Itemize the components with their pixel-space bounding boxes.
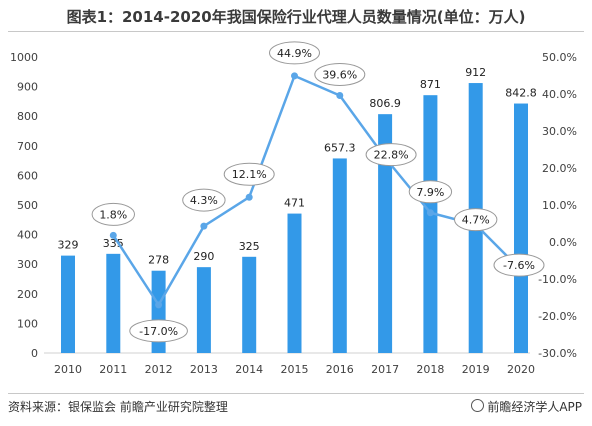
x-tick-label: 2019 [462, 363, 490, 376]
growth-point [155, 301, 163, 309]
y-right-tick-label: -20.0% [538, 310, 577, 323]
growth-label-bubble [365, 143, 417, 167]
growth-label-bubble [269, 41, 320, 65]
growth-label-bubble [91, 202, 136, 226]
bar-value-label: 842.8 [505, 87, 537, 100]
brand-label: 前瞻经济学人APP [471, 398, 582, 415]
title-divider [8, 31, 584, 32]
y-left-tick-label: 900 [17, 81, 38, 94]
x-tick-label: 2012 [145, 363, 173, 376]
growth-point [109, 231, 117, 239]
y-right-tick-label: 20.0% [542, 162, 577, 175]
x-tick-label: 2018 [416, 363, 444, 376]
growth-line [112, 74, 522, 308]
bar-value-label: 278 [148, 254, 169, 267]
bar [61, 255, 75, 353]
chart-title: 图表1：2014-2020年我国保险行业代理人员数量情况(单位：万人) [66, 8, 526, 26]
growth-value-label: -17.0% [139, 325, 178, 338]
bar-value-label: 806.9 [369, 97, 401, 110]
bar [514, 103, 528, 354]
y-right-tick-label: 40.0% [542, 88, 577, 101]
bar-value-label: 335 [103, 237, 124, 250]
bar [378, 114, 393, 354]
y-right-tick-label: -30.0% [538, 347, 577, 360]
bar-value-label: 325 [239, 240, 260, 253]
growth-point [426, 209, 434, 217]
growth-value-label: 44.9% [277, 47, 312, 60]
footer-divider [8, 393, 584, 394]
bar [196, 267, 211, 353]
growth-value-label: 39.6% [322, 68, 357, 81]
y-left-tick-label: 300 [17, 258, 38, 271]
growth-value-label: 1.8% [99, 208, 127, 221]
growth-label-bubble [408, 180, 453, 204]
x-tick-label: 2016 [326, 363, 354, 376]
y-left-tick-label: 600 [17, 169, 38, 182]
x-tick-label: 2017 [371, 363, 399, 376]
x-tick-label: 2015 [281, 363, 309, 376]
y-left-tick-label: 100 [17, 317, 38, 330]
y-right-tick-label: 50.0% [542, 51, 577, 64]
y-left-tick-label: 200 [17, 288, 38, 301]
y-right-tick-label: -10.0% [538, 273, 577, 286]
x-tick-label: 2014 [235, 363, 263, 376]
bar-value-label: 471 [284, 197, 305, 210]
growth-point [245, 193, 253, 201]
bar-value-label: 657.3 [324, 141, 356, 154]
bar [287, 213, 302, 353]
y-left-tick-label: 800 [17, 110, 38, 123]
growth-point [200, 222, 208, 230]
y-left-tick-label: 400 [17, 229, 38, 242]
growth-label-bubble [223, 162, 275, 186]
y-right-tick-label: 30.0% [542, 125, 577, 138]
y-right-tick-label: 10.0% [542, 199, 577, 212]
growth-point [291, 72, 298, 80]
bar-value-label: 290 [193, 250, 214, 263]
growth-label-bubble [493, 253, 545, 277]
bar-value-label: 871 [420, 78, 441, 91]
bar [332, 158, 347, 353]
y-left-tick-label: 1000 [10, 51, 38, 64]
growth-label-bubble [314, 62, 366, 86]
bar [106, 253, 121, 353]
growth-label-bubble [129, 319, 188, 343]
x-tick-label: 2010 [54, 363, 82, 376]
brand-text: 前瞻经济学人APP [487, 400, 582, 414]
growth-value-label: -7.6% [503, 259, 535, 272]
source-note: 资料来源：银保监会 前瞻产业研究院整理 [8, 400, 228, 414]
growth-label-bubble [182, 188, 226, 212]
growth-value-label: 4.7% [462, 214, 490, 227]
bar [423, 95, 438, 354]
bar [242, 256, 257, 353]
y-left-tick-label: 0 [31, 347, 38, 360]
x-tick-label: 2013 [190, 363, 218, 376]
bar-value-label: 912 [465, 66, 486, 79]
growth-value-label: 4.3% [190, 194, 218, 207]
x-tick-label: 2020 [507, 363, 535, 376]
growth-value-label: 22.8% [374, 149, 409, 162]
brand-logo-icon [471, 399, 485, 412]
y-left-tick-label: 500 [17, 199, 38, 212]
growth-label-bubble [454, 208, 498, 232]
growth-value-label: 12.1% [232, 168, 267, 181]
x-tick-label: 2011 [99, 363, 127, 376]
y-right-tick-label: 0.0% [549, 236, 577, 249]
bar-value-label: 329 [58, 239, 79, 252]
growth-value-label: 7.9% [416, 186, 444, 199]
y-left-tick-label: 700 [17, 140, 38, 153]
growth-point [336, 91, 344, 99]
